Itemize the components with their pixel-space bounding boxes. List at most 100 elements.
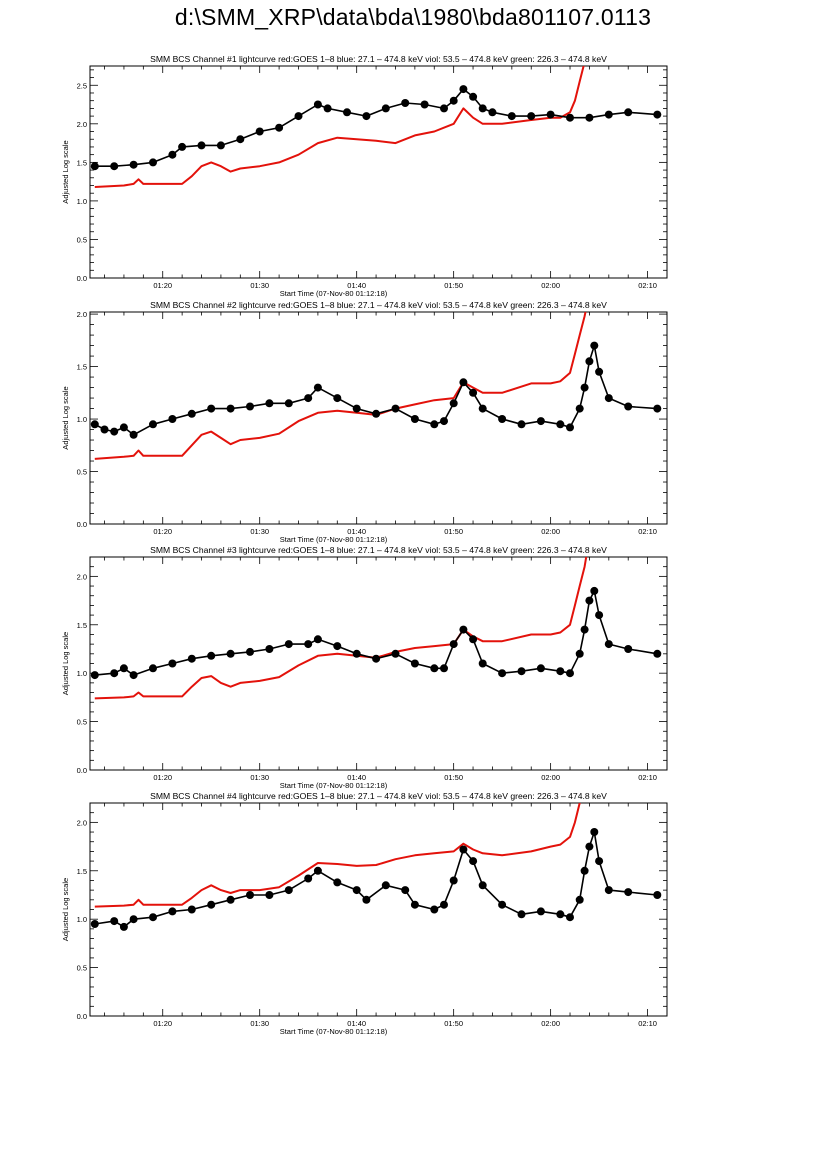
- chart-panel-2: SMM BCS Channel #2 lightcurve red:GOES 1…: [61, 300, 668, 544]
- data-point: [226, 895, 235, 904]
- data-point: [566, 669, 574, 678]
- page-title: d:\SMM_XRP\data\bda\1980\bda801107.0113: [174, 4, 652, 30]
- data-point: [566, 113, 574, 122]
- data-point: [449, 96, 458, 105]
- data-point: [304, 394, 313, 403]
- data-point: [168, 659, 177, 668]
- data-point: [187, 409, 196, 418]
- x-tick-label: 01:50: [444, 281, 463, 290]
- x-axis-label: Start Time (07-Nov-80 01:12:18): [280, 535, 388, 544]
- y-tick-label: 1.5: [77, 867, 87, 876]
- data-point: [653, 649, 662, 658]
- data-point: [440, 900, 448, 909]
- data-point: [323, 104, 332, 113]
- data-point: [226, 649, 235, 658]
- data-point: [536, 417, 545, 426]
- series-line: [94, 312, 587, 460]
- data-point: [343, 108, 351, 117]
- data-point: [333, 878, 342, 887]
- data-point: [604, 640, 613, 649]
- data-point: [653, 891, 662, 899]
- data-point: [352, 649, 361, 658]
- plot-frame: [89, 311, 668, 525]
- data-point: [265, 891, 274, 899]
- data-point: [469, 857, 478, 866]
- data-point: [313, 100, 322, 109]
- data-point: [459, 625, 468, 634]
- y-tick-label: 2.0: [77, 120, 87, 129]
- data-point: [604, 110, 613, 119]
- data-point: [624, 402, 633, 411]
- x-tick-label: 01:40: [347, 281, 366, 290]
- data-point: [556, 910, 565, 919]
- series-line: [94, 88, 658, 167]
- data-point: [313, 635, 322, 644]
- x-tick-label: 02:10: [638, 281, 657, 290]
- data-point: [275, 123, 284, 132]
- series-bcs: [90, 586, 662, 680]
- data-point: [595, 857, 604, 866]
- data-point: [216, 141, 225, 150]
- y-tick-label: 1.5: [77, 363, 87, 372]
- data-point: [478, 881, 487, 890]
- x-tick-label: 01:20: [153, 773, 172, 782]
- data-point: [401, 886, 410, 895]
- series-goes: [94, 66, 585, 188]
- data-point: [372, 409, 381, 418]
- data-point: [168, 415, 177, 423]
- data-point: [391, 649, 400, 658]
- x-tick-label: 01:20: [153, 527, 172, 536]
- data-point: [119, 423, 128, 432]
- data-point: [440, 664, 448, 673]
- data-point: [440, 104, 448, 113]
- plot-frame: [89, 802, 668, 1017]
- data-point: [149, 913, 157, 922]
- data-point: [149, 664, 157, 673]
- data-point: [110, 427, 119, 436]
- data-point: [478, 104, 487, 113]
- data-point: [284, 399, 293, 408]
- y-tick-label: 1.5: [77, 158, 87, 167]
- data-point: [90, 671, 99, 680]
- data-point: [590, 341, 599, 350]
- data-point: [575, 649, 584, 658]
- data-point: [313, 866, 322, 875]
- chart-panel-4: SMM BCS Channel #4 lightcurve red:GOES 1…: [61, 791, 668, 1036]
- x-tick-label: 02:10: [638, 527, 657, 536]
- data-point: [624, 888, 633, 897]
- y-tick-label: 1.0: [77, 915, 87, 924]
- series-goes: [94, 803, 581, 908]
- series-bcs: [90, 85, 662, 171]
- data-point: [624, 108, 633, 117]
- y-tick-label: 2.0: [77, 572, 87, 581]
- data-point: [469, 388, 478, 397]
- series-bcs: [90, 341, 662, 439]
- data-point: [90, 162, 99, 171]
- data-point: [352, 404, 361, 413]
- data-point: [381, 104, 390, 113]
- data-point: [207, 900, 216, 909]
- data-point: [459, 845, 468, 854]
- data-point: [595, 367, 604, 376]
- plot-frame: [89, 65, 668, 279]
- data-point: [265, 399, 274, 408]
- data-point: [517, 910, 526, 919]
- data-point: [265, 645, 274, 653]
- data-point: [585, 842, 594, 851]
- data-point: [236, 135, 245, 144]
- data-point: [304, 640, 313, 649]
- data-point: [391, 404, 400, 413]
- data-point: [313, 383, 322, 392]
- data-point: [546, 110, 555, 119]
- data-point: [498, 415, 507, 423]
- data-point: [90, 920, 99, 928]
- y-tick-label: 1.0: [77, 415, 87, 424]
- x-tick-label: 01:50: [444, 1019, 463, 1028]
- x-tick-label: 01:30: [250, 281, 269, 290]
- data-point: [333, 642, 342, 651]
- data-point: [226, 404, 235, 413]
- data-point: [197, 141, 206, 150]
- data-point: [100, 425, 109, 434]
- data-point: [624, 645, 633, 653]
- data-point: [459, 85, 468, 94]
